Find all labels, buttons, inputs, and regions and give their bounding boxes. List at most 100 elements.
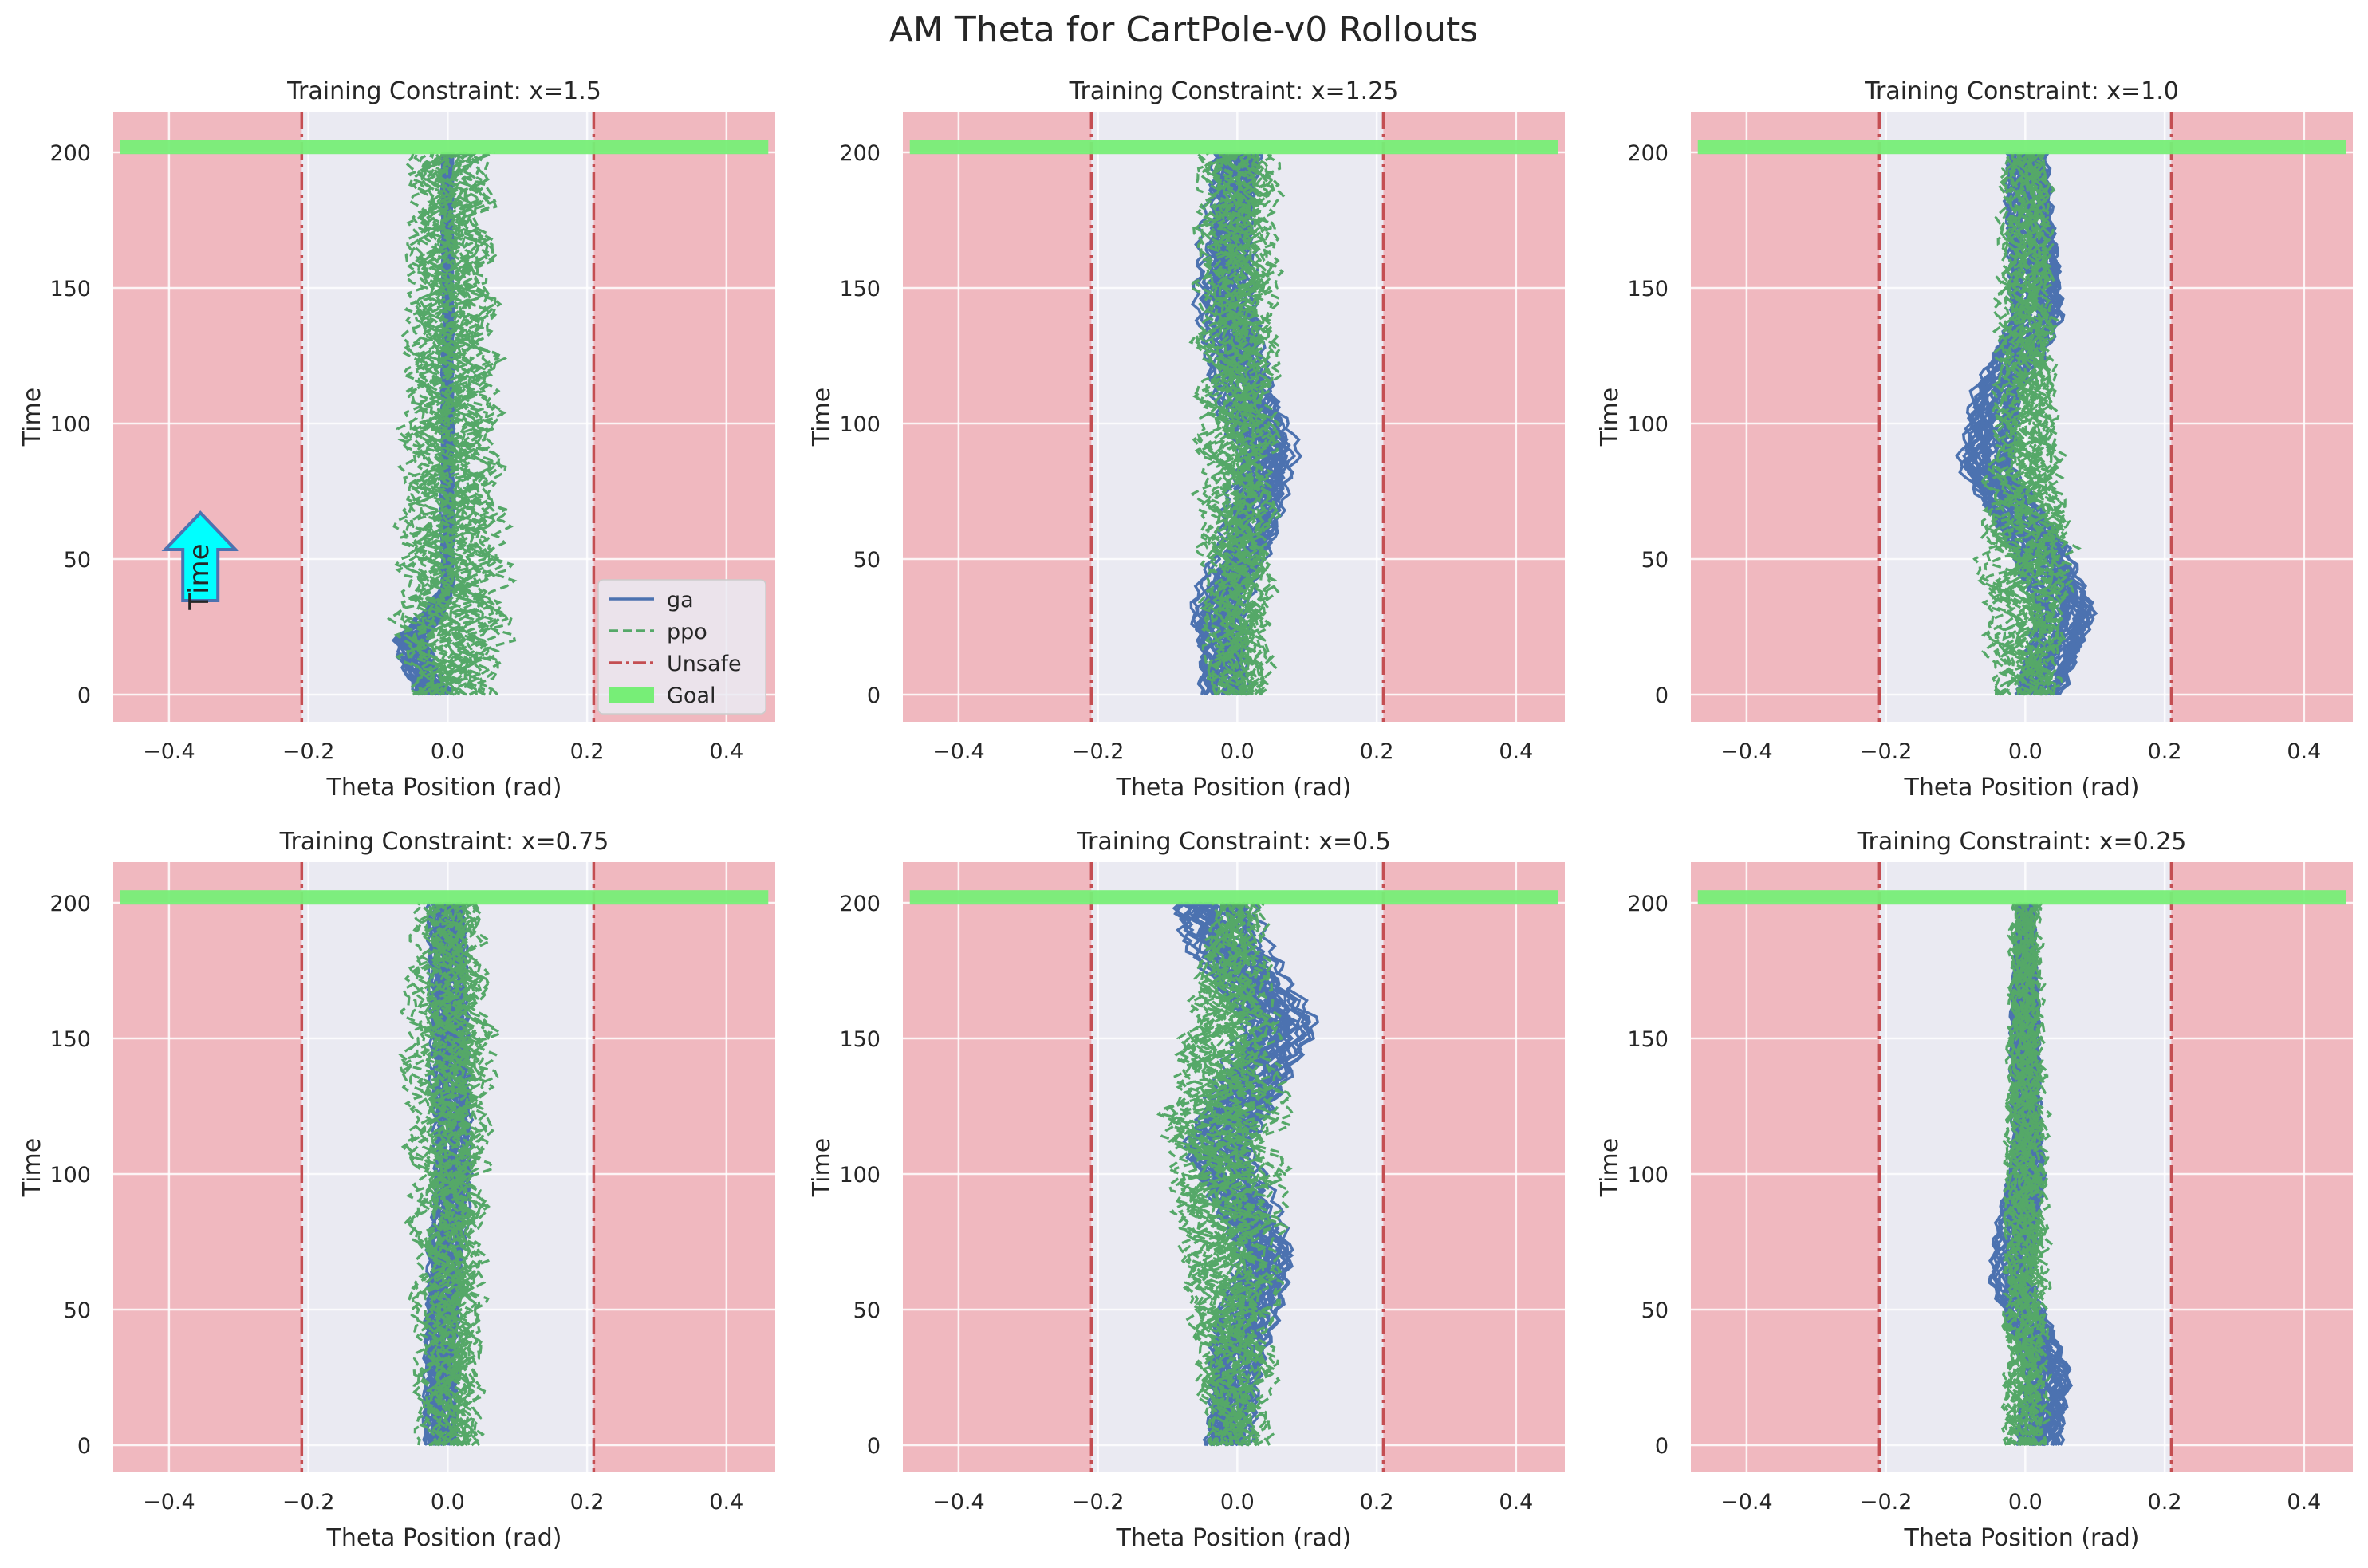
legend-label: Goal — [667, 684, 716, 708]
ppo-trajectory — [2002, 902, 2031, 1446]
ppo-trajectory — [427, 901, 477, 1447]
ppo-trajectory — [398, 902, 447, 1447]
ppo-trajectory — [1208, 902, 1273, 1447]
y-tick-label: 0 — [867, 1434, 881, 1459]
ppo-trajectory — [408, 151, 462, 695]
ppo-trajectory — [442, 902, 498, 1447]
unsafe-region-right — [2171, 112, 2353, 722]
ppo-trajectory — [437, 151, 502, 696]
x-tick-label: 0.4 — [2287, 1490, 2321, 1515]
ppo-trajectory — [416, 901, 471, 1446]
trajectories — [1955, 151, 2098, 696]
ppo-trajectory — [443, 151, 509, 695]
ppo-trajectory — [2004, 902, 2027, 1446]
x-axis-label: Theta Position (rad) — [1116, 774, 1352, 802]
ppo-trajectory — [433, 152, 478, 695]
y-axis-label: Time — [18, 388, 46, 447]
y-axis-label: Time — [1596, 388, 1624, 447]
x-tick-label: −0.2 — [1860, 739, 1913, 764]
y-tick-label: 100 — [49, 412, 91, 437]
ppo-trajectory — [394, 152, 441, 696]
x-tick-label: 0.0 — [431, 1490, 465, 1515]
ppo-trajectory — [447, 151, 486, 695]
ppo-trajectory — [1247, 152, 1280, 695]
ppo-trajectory — [1200, 901, 1257, 1447]
ppo-trajectory — [1195, 151, 1232, 695]
goal-bar — [1697, 140, 2346, 155]
ppo-trajectory — [1219, 902, 1288, 1446]
y-axis-label: Time — [1596, 1138, 1624, 1197]
trajectories — [1188, 151, 1303, 696]
x-axis-label: Theta Position (rad) — [326, 1524, 562, 1552]
x-tick-label: −0.2 — [1072, 1490, 1125, 1515]
x-tick-label: 0.4 — [709, 1490, 743, 1515]
ppo-trajectory — [1199, 151, 1244, 695]
y-tick-label: 0 — [77, 684, 91, 708]
y-axis-label: Time — [808, 1138, 836, 1197]
subplot-title: Training Constraint: x=0.25 — [1857, 828, 2187, 856]
y-tick-label: 100 — [49, 1163, 91, 1188]
ppo-trajectory — [2011, 151, 2051, 696]
x-tick-label: −0.2 — [1860, 1490, 1913, 1515]
ppo-trajectory — [424, 152, 471, 695]
ppo-trajectory — [2008, 901, 2031, 1446]
ppo-trajectory — [1977, 152, 2034, 696]
x-tick-label: −0.2 — [1072, 739, 1125, 764]
unsafe-region-left — [903, 862, 1092, 1472]
y-tick-label: 50 — [64, 1298, 91, 1323]
ppo-trajectory — [1168, 901, 1236, 1447]
ppo-trajectory — [1188, 151, 1237, 696]
ppo-trajectory — [1206, 901, 1264, 1447]
ppo-trajectory — [446, 902, 479, 1447]
panels: Training Constraint: x=1.5 Theta Position… — [18, 77, 2353, 1552]
ppo-trajectory — [451, 151, 507, 696]
subplot-title: Training Constraint: x=1.5 — [286, 77, 601, 105]
x-axis-label: Theta Position (rad) — [1904, 1524, 2140, 1552]
trajectories — [398, 901, 504, 1447]
ppo-trajectory — [1196, 902, 1250, 1447]
y-tick-label: 50 — [853, 1298, 881, 1323]
subplot-1: Training Constraint: x=1.5 Theta Position… — [18, 77, 775, 802]
ppo-trajectory — [1178, 902, 1243, 1446]
x-tick-label: 0.2 — [2148, 739, 2182, 764]
y-tick-label: 0 — [867, 684, 881, 708]
ppo-trajectory — [1981, 151, 2029, 696]
ppo-trajectory — [431, 901, 474, 1446]
subplot-3: Training Constraint: x=1.0 Theta Position… — [1596, 77, 2353, 802]
y-tick-label: 100 — [839, 1163, 881, 1188]
y-tick-label: 200 — [49, 141, 91, 166]
y-tick-label: 200 — [1627, 892, 1669, 916]
ppo-trajectory — [2019, 902, 2047, 1446]
ppo-trajectory — [408, 151, 460, 696]
y-tick-label: 50 — [853, 548, 881, 573]
y-tick-label: 100 — [1627, 1163, 1669, 1188]
subplot-2: Training Constraint: x=1.25 Theta Positio… — [808, 77, 1565, 802]
ppo-trajectory — [435, 902, 483, 1446]
x-tick-label: 0.2 — [1360, 1490, 1394, 1515]
unsafe-region-left — [113, 112, 302, 722]
y-tick-label: 200 — [49, 892, 91, 916]
ppo-trajectory — [1978, 152, 2023, 695]
ppo-trajectory — [1241, 152, 1286, 696]
ppo-trajectory — [2002, 901, 2035, 1446]
trajectories — [386, 151, 518, 696]
ppo-trajectory — [1231, 902, 1294, 1447]
ppo-trajectory — [1196, 151, 1231, 696]
x-axis-label: Theta Position (rad) — [1904, 774, 2140, 802]
x-tick-label: 0.4 — [1499, 739, 1533, 764]
x-tick-label: −0.4 — [932, 1490, 985, 1515]
ppo-trajectory — [440, 901, 486, 1447]
ppo-trajectory — [2029, 152, 2067, 696]
y-axis-label: Time — [18, 1138, 46, 1197]
unsafe-region-left — [1691, 112, 1880, 722]
ppo-trajectory — [1160, 902, 1243, 1446]
ppo-trajectory — [2031, 152, 2068, 696]
x-tick-label: 0.0 — [1220, 1490, 1255, 1515]
x-tick-label: 0.4 — [2287, 739, 2321, 764]
x-tick-label: −0.4 — [143, 1490, 195, 1515]
y-axis-label: Time — [808, 388, 836, 447]
x-tick-label: 0.2 — [1360, 739, 1394, 764]
ppo-trajectory — [399, 152, 451, 695]
y-tick-label: 50 — [64, 548, 91, 573]
x-tick-label: 0.2 — [570, 739, 605, 764]
